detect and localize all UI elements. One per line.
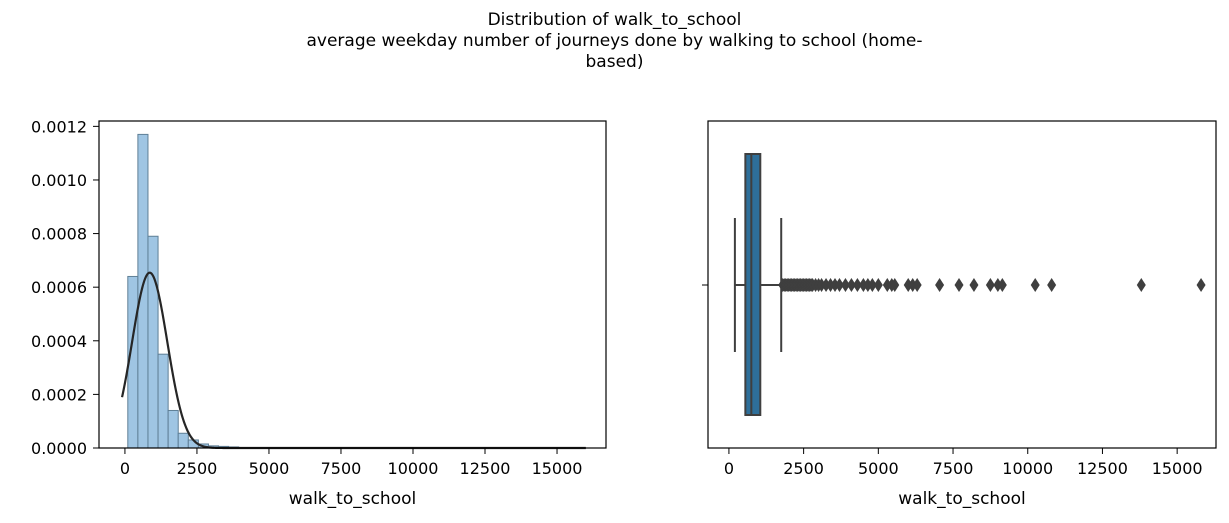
outlier-point-46 <box>997 278 1007 292</box>
histogram-ytick-label-0: 0.0000 <box>31 439 87 458</box>
boxplot-xtick-label-4: 10000 <box>1002 459 1053 478</box>
histogram-ytick-label-3: 0.0006 <box>31 278 87 297</box>
histogram-xtick-label-2: 5000 <box>249 459 290 478</box>
outlier-point-34 <box>873 278 883 292</box>
outlier-point-40 <box>912 278 922 292</box>
suptitle-line-1: Distribution of walk_to_school <box>487 10 742 30</box>
boxplot-xtick-label-5: 12500 <box>1077 459 1128 478</box>
outlier-point-49 <box>1136 278 1146 292</box>
histogram-ytick-label-5: 0.0010 <box>31 171 87 190</box>
boxplot-xtick-label-0: 0 <box>724 459 734 478</box>
histogram-xlabel: walk_to_school <box>289 489 416 509</box>
histogram-ytick-label-2: 0.0004 <box>31 332 87 351</box>
boxplot-xlabel: walk_to_school <box>898 489 1025 509</box>
outlier-point-44 <box>985 278 995 292</box>
iqr-box <box>744 153 762 416</box>
outlier-point-42 <box>954 278 964 292</box>
outlier-point-30 <box>852 278 862 292</box>
histogram-xtick-label-3: 7500 <box>321 459 362 478</box>
boxplot-xtick-label-2: 5000 <box>858 459 899 478</box>
histogram-xtick-label-1: 2500 <box>177 459 218 478</box>
outlier-point-28 <box>840 278 850 292</box>
suptitle-line-3: based) <box>585 52 644 72</box>
outlier-point-48 <box>1047 278 1057 292</box>
outlier-point-47 <box>1030 278 1040 292</box>
histogram-xtick-label-5: 12500 <box>460 459 511 478</box>
histogram-xtick-label-6: 15000 <box>532 459 583 478</box>
histogram-ytick-label-4: 0.0008 <box>31 225 87 244</box>
suptitle-line-2: average weekday number of journeys done … <box>306 31 923 51</box>
outlier-point-33 <box>867 278 877 292</box>
outlier-point-37 <box>890 278 900 292</box>
outlier-point-41 <box>935 278 945 292</box>
histogram-xtick-label-0: 0 <box>120 459 130 478</box>
histogram-ytick-label-6: 0.0012 <box>31 117 87 136</box>
boxplot-xtick-label-6: 15000 <box>1152 459 1203 478</box>
outlier-point-50 <box>1196 278 1206 292</box>
histogram-ytick-label-1: 0.0002 <box>31 385 87 404</box>
figure-suptitle: Distribution of walk_to_school average w… <box>0 10 1229 73</box>
boxplot-xtick-label-3: 7500 <box>933 459 974 478</box>
histogram-frame <box>98 120 607 449</box>
boxplot-xtick-label-1: 2500 <box>783 459 824 478</box>
outlier-point-29 <box>846 278 856 292</box>
outlier-point-27 <box>834 278 844 292</box>
outlier-point-43 <box>969 278 979 292</box>
histogram-xtick-label-4: 10000 <box>388 459 439 478</box>
